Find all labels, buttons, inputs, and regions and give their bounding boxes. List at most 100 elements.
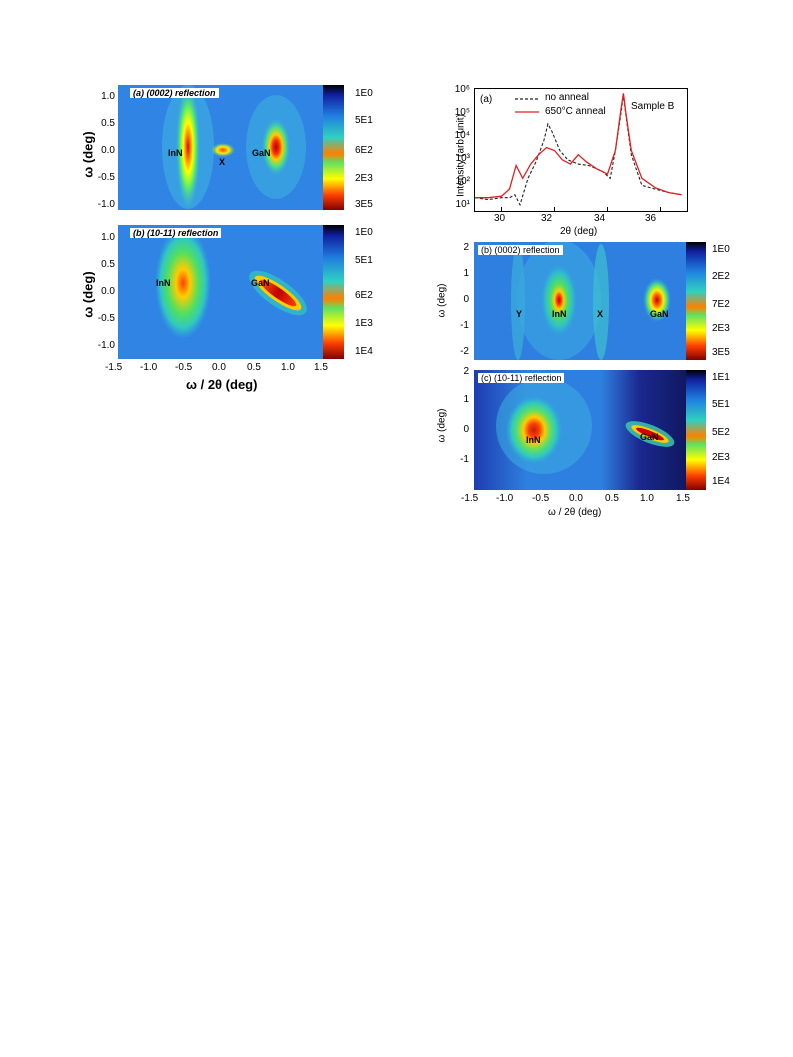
peak-label-inn: InN: [552, 309, 567, 319]
y-tick: 1.0: [101, 91, 115, 102]
right-map-panel-b: (b) (0002) reflection Y InN X GaN: [474, 240, 686, 360]
y-tick: 0.5: [101, 259, 115, 270]
y-tick: 0.0: [101, 145, 115, 156]
colorbar-rc-tick: 2E3: [712, 452, 730, 463]
y-tick: 1: [463, 394, 469, 405]
y-tick: 10²: [455, 176, 470, 187]
colorbar-b-tick: 1E0: [355, 227, 373, 238]
y-tick: 1: [463, 268, 469, 279]
colorbar-rc-tick: 1E1: [712, 372, 730, 383]
colorbar-b-tick: 6E2: [355, 290, 373, 301]
colorbar-b-tick: 1E4: [355, 346, 373, 357]
colorbar-a-gradient: [323, 85, 344, 210]
y-tick: 0: [463, 424, 469, 435]
colorbar-a-tick: 3E5: [355, 199, 373, 210]
colorbar-a-tick: 5E1: [355, 115, 373, 126]
two-theta-axis-label: 2θ (deg): [560, 226, 598, 237]
y-tick: 10⁵: [454, 107, 470, 118]
right-map-panel-c: (c) (10-11) reflection InN GaN: [474, 370, 686, 490]
panel-a-tag: (a) (0002) reflection: [130, 88, 219, 98]
x-tick: 34: [594, 213, 606, 224]
colorbar-rc-tick: 1E4: [712, 476, 730, 487]
y-tick: -1.0: [97, 199, 115, 210]
x-tick: 36: [645, 213, 657, 224]
map-a-heatmap: [118, 85, 323, 210]
colorbar-rb-tick: 2E2: [712, 271, 730, 282]
peak-label-inn: InN: [168, 148, 183, 158]
legend-no-anneal: no anneal: [545, 92, 589, 103]
sample-label: Sample B: [631, 101, 675, 112]
peak-label-inn: InN: [526, 435, 541, 445]
colorbar-b: [323, 225, 344, 359]
y-tick: -1: [460, 320, 469, 331]
x-tick: 0.5: [605, 493, 619, 504]
y-tick: 0.0: [101, 286, 115, 297]
y-tick: -1.0: [97, 340, 115, 351]
colorbar-rb: [686, 242, 706, 360]
x-tick: -1.0: [496, 493, 514, 504]
left-y-axis-label-a: ω (deg): [80, 131, 96, 178]
x-tick: 1.0: [281, 362, 295, 373]
colorbar-b-gradient: [323, 225, 344, 359]
colorbar-a: [323, 85, 344, 210]
xrd-plot: (a) Sample B no anneal 650°C anneal: [474, 88, 688, 212]
y-tick: 10⁴: [454, 130, 470, 141]
y-tick: -0.5: [97, 313, 115, 324]
legend-anneal: 650°C anneal: [545, 106, 606, 117]
y-tick: -0.5: [97, 172, 115, 183]
colorbar-a-tick: 6E2: [355, 145, 373, 156]
colorbar-rb-tick: 3E5: [712, 347, 730, 358]
colorbar-rb-tick: 7E2: [712, 299, 730, 310]
series-line-anneal: [475, 93, 682, 199]
panel-b-tag: (b) (10-11) reflection: [130, 228, 222, 238]
x-tick: 0.0: [212, 362, 226, 373]
x-tick: 1.5: [314, 362, 328, 373]
colorbar-a-tick: 1E0: [355, 88, 373, 99]
left-y-axis-label-b: ω (deg): [80, 271, 96, 318]
colorbar-b-tick: 1E3: [355, 318, 373, 329]
xrd-line-chart: [474, 93, 682, 211]
left-map-panel-a: (a) (0002) reflection InN X GaN: [118, 85, 323, 210]
x-tick: 0.5: [247, 362, 261, 373]
peak-label-gan: GaN: [251, 278, 270, 288]
y-tick: -1: [460, 454, 469, 465]
peak-label-gan: GaN: [650, 309, 669, 319]
y-tick: 10¹: [455, 199, 470, 210]
left-map-panel-b: (b) (10-11) reflection InN GaN: [118, 225, 323, 359]
panel-b-tag: (b) (0002) reflection: [478, 245, 563, 255]
x-tick: 32: [541, 213, 553, 224]
x-tick: -1.5: [105, 362, 123, 373]
y-tick: 10³: [455, 153, 470, 164]
peak-label-x: X: [219, 157, 226, 167]
colorbar-rc-tick: 5E1: [712, 399, 730, 410]
x-tick: 1.5: [676, 493, 690, 504]
peak-label-gan: GaN: [252, 148, 271, 158]
colorbar-rb-tick: 1E0: [712, 244, 730, 255]
x-tick: -0.5: [175, 362, 193, 373]
omega-axis-label-b: ω (deg): [436, 283, 448, 318]
map-rb-heatmap: [474, 240, 686, 360]
colorbar-rc-gradient: [686, 370, 706, 490]
colorbar-rc: [686, 370, 706, 490]
x-tick: -0.5: [532, 493, 550, 504]
y-tick: 10⁶: [454, 84, 470, 95]
map-rc-heatmap: [474, 370, 686, 490]
y-tick: 1.0: [101, 232, 115, 243]
y-tick: 0: [463, 294, 469, 305]
y-tick: -2: [460, 346, 469, 357]
peak-label-inn: InN: [156, 278, 171, 288]
map-b-heatmap: [118, 225, 323, 359]
legend-line-swatches: [515, 98, 539, 113]
y-tick: 2: [463, 366, 469, 377]
colorbar-rb-tick: 2E3: [712, 323, 730, 334]
colorbar-a-tick: 2E3: [355, 173, 373, 184]
panel-a-tag: (a): [480, 94, 493, 105]
x-tick: -1.0: [140, 362, 158, 373]
right-x-axis-label: ω / 2θ (deg): [548, 507, 602, 518]
peak-label-gan: GaN: [640, 432, 659, 442]
colorbar-rc-tick: 5E2: [712, 427, 730, 438]
x-tick: -1.5: [461, 493, 479, 504]
panel-c-tag: (c) (10-11) reflection: [478, 373, 565, 383]
peak-label-y: Y: [516, 309, 523, 319]
omega-axis-label-c: ω (deg): [436, 408, 448, 443]
